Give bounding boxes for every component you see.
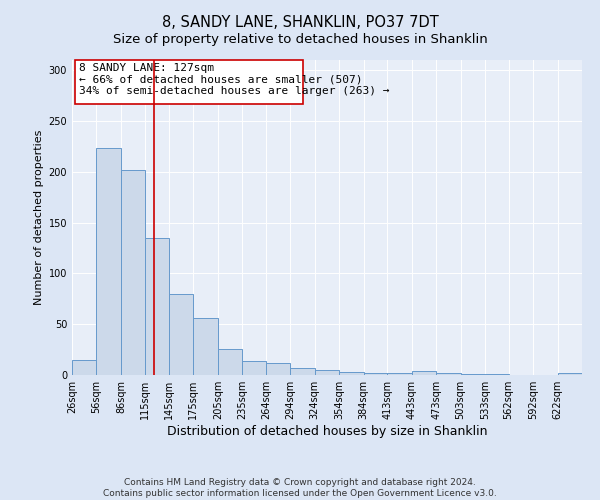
Bar bbox=[412, 371, 436, 375]
Bar bbox=[242, 361, 266, 375]
Bar bbox=[266, 363, 290, 375]
Text: 8 SANDY LANE: 127sqm
← 66% of detached houses are smaller (507)
34% of semi-deta: 8 SANDY LANE: 127sqm ← 66% of detached h… bbox=[79, 62, 390, 96]
Bar bbox=[169, 294, 193, 375]
Bar bbox=[193, 318, 218, 375]
Text: Size of property relative to detached houses in Shanklin: Size of property relative to detached ho… bbox=[113, 32, 487, 46]
X-axis label: Distribution of detached houses by size in Shanklin: Distribution of detached houses by size … bbox=[167, 425, 487, 438]
Bar bbox=[436, 373, 461, 375]
Bar bbox=[364, 373, 387, 375]
FancyBboxPatch shape bbox=[75, 60, 304, 104]
Bar bbox=[72, 360, 97, 375]
Bar bbox=[145, 238, 169, 375]
Text: 8, SANDY LANE, SHANKLIN, PO37 7DT: 8, SANDY LANE, SHANKLIN, PO37 7DT bbox=[161, 15, 439, 30]
Bar bbox=[97, 148, 121, 375]
Bar bbox=[315, 370, 339, 375]
Bar bbox=[387, 373, 412, 375]
Bar bbox=[339, 372, 364, 375]
Bar bbox=[121, 170, 145, 375]
Bar bbox=[485, 374, 509, 375]
Bar bbox=[290, 368, 315, 375]
Bar bbox=[218, 348, 242, 375]
Bar bbox=[461, 374, 485, 375]
Text: Contains HM Land Registry data © Crown copyright and database right 2024.
Contai: Contains HM Land Registry data © Crown c… bbox=[103, 478, 497, 498]
Y-axis label: Number of detached properties: Number of detached properties bbox=[34, 130, 44, 305]
Bar bbox=[557, 373, 582, 375]
